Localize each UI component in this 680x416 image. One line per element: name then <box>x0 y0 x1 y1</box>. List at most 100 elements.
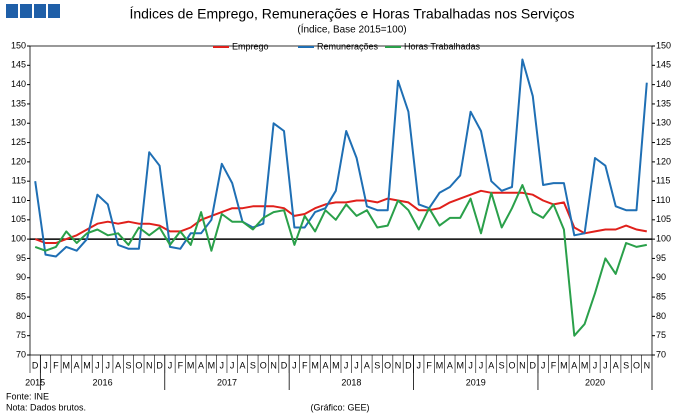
x-tick-label: J <box>95 360 100 370</box>
chart-subtitle: (Índice, Base 2015=100) <box>297 23 406 36</box>
x-tick-label: M <box>456 360 464 370</box>
x-tick-label: A <box>322 360 328 370</box>
x-tick-label: A <box>488 360 494 370</box>
x-tick-label: A <box>198 360 204 370</box>
x-tick-label: M <box>187 360 195 370</box>
x-tick-label: M <box>83 360 91 370</box>
x-tick-label: A <box>115 360 121 370</box>
y2-tick-label: 150 <box>656 40 671 50</box>
x-tick-label: D <box>530 360 537 370</box>
chart-title: Índices de Emprego, Remunerações e Horas… <box>129 6 574 22</box>
y-tick-label: 150 <box>11 40 26 50</box>
x-tick-label: J <box>43 360 48 370</box>
y-tick-label: 105 <box>11 214 26 224</box>
y2-tick-label: 110 <box>656 195 670 205</box>
x-tick-label: A <box>447 360 453 370</box>
x-tick-label: A <box>364 360 370 370</box>
x-tick-label: S <box>499 360 505 370</box>
series-line <box>34 184 647 337</box>
y-tick-label: 125 <box>11 137 26 147</box>
x-tick-label: F <box>426 360 432 370</box>
x-tick-label: N <box>146 360 153 370</box>
x-tick-label: M <box>560 360 568 370</box>
logo-square <box>6 4 18 18</box>
x-tick-label: A <box>240 360 246 370</box>
x-tick-label: D <box>32 360 39 370</box>
y-tick-label: 115 <box>12 176 26 186</box>
x-tick-label: F <box>53 360 59 370</box>
legend-label: Remunerações <box>317 41 379 51</box>
y2-tick-label: 70 <box>656 349 666 359</box>
y2-tick-label: 120 <box>656 156 671 166</box>
x-tick-label: O <box>135 360 142 370</box>
y-tick-label: 100 <box>11 234 26 244</box>
y-tick-label: 90 <box>16 272 26 282</box>
x-tick-label: O <box>260 360 267 370</box>
x-tick-label: D <box>156 360 163 370</box>
x-tick-label: J <box>220 360 225 370</box>
x-tick-label: S <box>374 360 380 370</box>
y-tick-label: 75 <box>16 330 26 340</box>
year-label: 2019 <box>466 377 486 387</box>
x-tick-label: F <box>302 360 308 370</box>
year-label: 2020 <box>585 377 605 387</box>
y2-tick-label: 145 <box>656 60 671 70</box>
series-line <box>34 58 648 258</box>
x-tick-label: J <box>354 360 359 370</box>
y-tick-label: 130 <box>11 118 26 128</box>
x-tick-label: N <box>395 360 402 370</box>
y2-tick-label: 90 <box>656 272 666 282</box>
year-label: 2015 <box>25 377 45 387</box>
credit: (Gráfico: GEE) <box>310 402 369 412</box>
x-tick-label: J <box>230 360 235 370</box>
x-tick-label: O <box>633 360 640 370</box>
x-tick-label: N <box>270 360 277 370</box>
x-tick-label: N <box>644 360 651 370</box>
logo-square <box>34 4 46 18</box>
x-tick-label: S <box>250 360 256 370</box>
x-tick-label: A <box>613 360 619 370</box>
y2-tick-label: 100 <box>656 234 671 244</box>
x-tick-label: F <box>178 360 184 370</box>
x-tick-label: J <box>417 360 422 370</box>
year-label: 2017 <box>217 377 237 387</box>
x-tick-label: D <box>281 360 288 370</box>
x-tick-label: M <box>332 360 340 370</box>
y-tick-label: 135 <box>11 98 26 108</box>
y-tick-label: 70 <box>16 349 26 359</box>
y-tick-label: 140 <box>11 79 26 89</box>
y-tick-label: 80 <box>16 311 26 321</box>
x-tick-label: J <box>479 360 484 370</box>
x-tick-label: J <box>593 360 598 370</box>
y-tick-label: 110 <box>12 195 26 205</box>
x-tick-label: F <box>551 360 557 370</box>
y-tick-label: 120 <box>11 156 26 166</box>
y2-tick-label: 115 <box>656 176 670 186</box>
logo-square <box>20 4 32 18</box>
source: Fonte: INE <box>6 391 49 401</box>
logo-square <box>48 4 60 18</box>
x-tick-label: S <box>623 360 629 370</box>
year-label: 2016 <box>93 377 113 387</box>
x-tick-label: J <box>603 360 608 370</box>
legend-label: Emprego <box>232 41 269 51</box>
y2-tick-label: 140 <box>656 79 671 89</box>
x-tick-label: J <box>106 360 111 370</box>
y2-tick-label: 125 <box>656 137 671 147</box>
x-tick-label: J <box>344 360 349 370</box>
y2-tick-label: 130 <box>656 118 671 128</box>
x-tick-label: S <box>125 360 131 370</box>
plot-frame <box>29 45 653 356</box>
x-tick-label: O <box>509 360 516 370</box>
y2-tick-label: 80 <box>656 311 666 321</box>
y-tick-label: 95 <box>16 253 26 263</box>
x-tick-label: D <box>405 360 412 370</box>
x-tick-label: M <box>311 360 319 370</box>
x-tick-label: O <box>384 360 391 370</box>
y2-tick-label: 85 <box>656 291 666 301</box>
x-tick-label: M <box>208 360 216 370</box>
x-tick-label: J <box>541 360 546 370</box>
series-line <box>34 189 647 244</box>
x-tick-label: J <box>168 360 173 370</box>
